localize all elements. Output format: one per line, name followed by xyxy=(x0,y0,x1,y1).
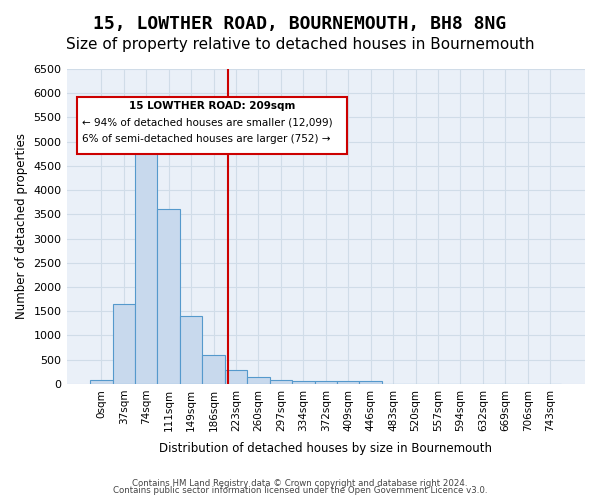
Bar xyxy=(135,139,157,384)
FancyBboxPatch shape xyxy=(77,98,347,154)
Bar xyxy=(359,381,382,384)
Text: 15 LOWTHER ROAD: 209sqm: 15 LOWTHER ROAD: 209sqm xyxy=(128,101,295,111)
Text: Contains HM Land Registry data © Crown copyright and database right 2024.: Contains HM Land Registry data © Crown c… xyxy=(132,478,468,488)
Bar xyxy=(292,381,314,384)
Bar xyxy=(157,210,180,384)
Bar xyxy=(337,382,359,384)
Text: ← 94% of detached houses are smaller (12,099): ← 94% of detached houses are smaller (12… xyxy=(82,118,333,128)
X-axis label: Distribution of detached houses by size in Bournemouth: Distribution of detached houses by size … xyxy=(159,442,492,455)
Text: Contains public sector information licensed under the Open Government Licence v3: Contains public sector information licen… xyxy=(113,486,487,495)
Bar xyxy=(314,381,337,384)
Bar xyxy=(180,316,202,384)
Bar xyxy=(202,355,225,384)
Text: 6% of semi-detached houses are larger (752) →: 6% of semi-detached houses are larger (7… xyxy=(82,134,331,143)
Bar xyxy=(113,304,135,384)
Text: Size of property relative to detached houses in Bournemouth: Size of property relative to detached ho… xyxy=(66,38,534,52)
Bar xyxy=(269,380,292,384)
Bar xyxy=(90,380,113,384)
Bar xyxy=(247,377,269,384)
Text: 15, LOWTHER ROAD, BOURNEMOUTH, BH8 8NG: 15, LOWTHER ROAD, BOURNEMOUTH, BH8 8NG xyxy=(94,15,506,33)
Y-axis label: Number of detached properties: Number of detached properties xyxy=(15,134,28,320)
Bar xyxy=(225,370,247,384)
